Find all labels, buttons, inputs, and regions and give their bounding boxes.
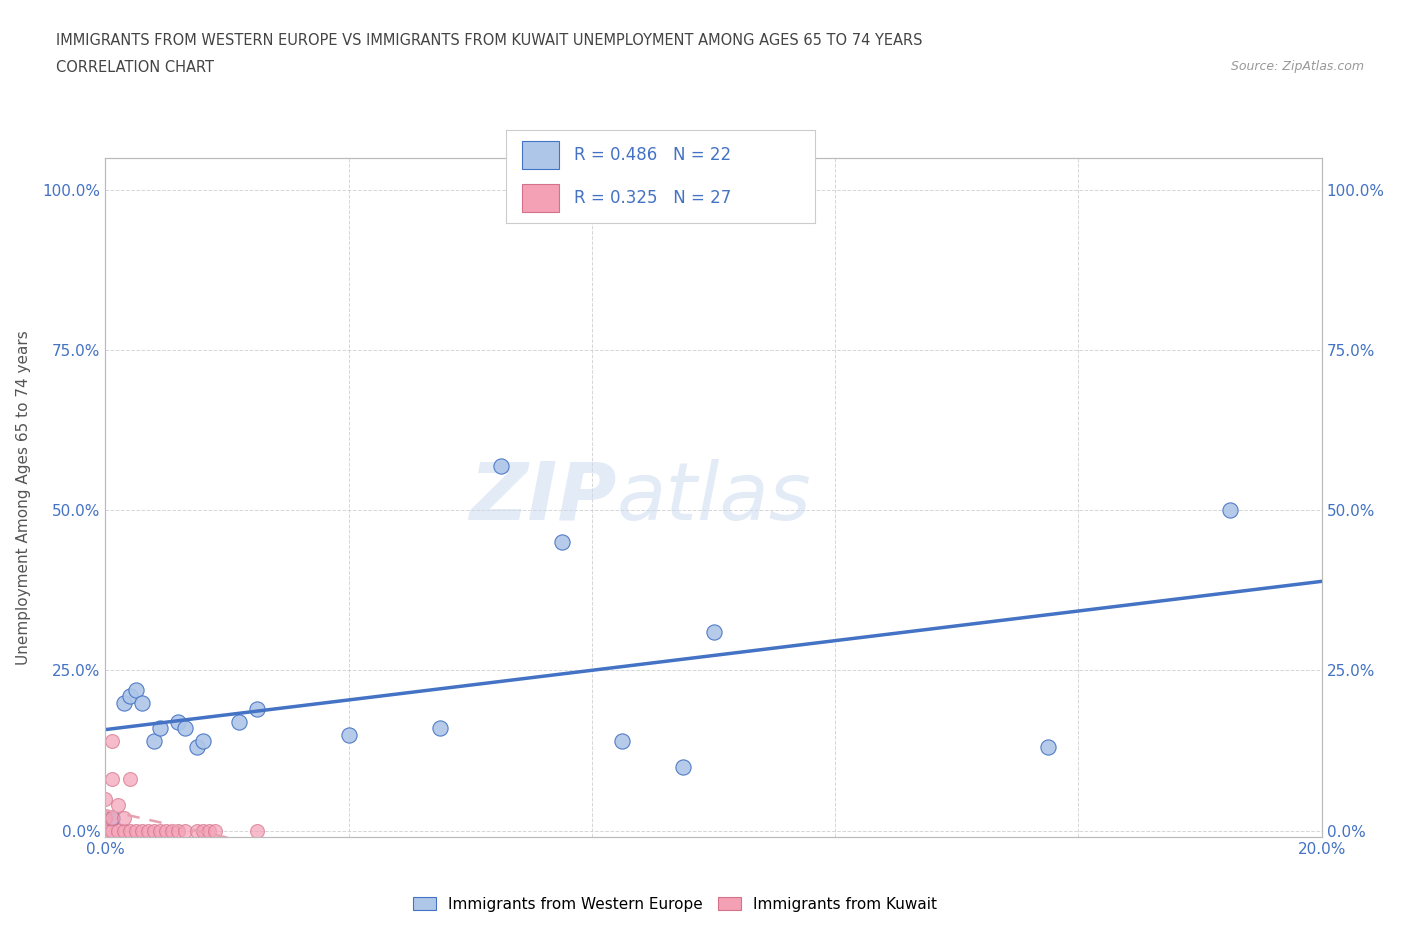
Point — [94, 823, 117, 838]
Text: Source: ZipAtlas.com: Source: ZipAtlas.com — [1230, 60, 1364, 73]
Point — [125, 823, 148, 838]
Point — [337, 727, 360, 742]
Bar — [522, 141, 558, 169]
Point — [191, 734, 214, 749]
Point — [125, 683, 148, 698]
Point — [167, 823, 190, 838]
Point — [204, 823, 226, 838]
Point — [149, 721, 172, 736]
Point — [186, 740, 208, 755]
Point — [112, 823, 135, 838]
Point — [198, 823, 221, 838]
Point — [118, 772, 141, 787]
Point — [173, 721, 195, 736]
Point — [94, 791, 117, 806]
Point — [167, 714, 190, 729]
Point — [489, 458, 512, 473]
Point — [94, 810, 117, 825]
Point — [702, 625, 725, 640]
Point — [429, 721, 451, 736]
Point — [100, 810, 122, 825]
Text: ZIP: ZIP — [468, 458, 616, 537]
Point — [1036, 740, 1059, 755]
Point — [136, 823, 159, 838]
Point — [149, 823, 172, 838]
Point — [112, 695, 135, 710]
Point — [112, 810, 135, 825]
Point — [131, 695, 153, 710]
Text: R = 0.486   N = 22: R = 0.486 N = 22 — [574, 146, 731, 165]
Point — [131, 823, 153, 838]
Point — [100, 810, 122, 825]
Point — [246, 701, 269, 716]
Point — [143, 734, 166, 749]
Point — [1219, 503, 1241, 518]
Point — [155, 823, 177, 838]
Point — [191, 823, 214, 838]
Y-axis label: Unemployment Among Ages 65 to 74 years: Unemployment Among Ages 65 to 74 years — [17, 330, 31, 665]
Point — [100, 823, 122, 838]
Point — [173, 823, 195, 838]
Point — [100, 772, 122, 787]
Point — [100, 734, 122, 749]
Point — [228, 714, 250, 729]
Point — [118, 688, 141, 703]
Bar — [522, 184, 558, 212]
Point — [612, 734, 634, 749]
Point — [550, 535, 572, 550]
Point — [107, 798, 129, 813]
Text: R = 0.325   N = 27: R = 0.325 N = 27 — [574, 189, 731, 207]
Point — [246, 823, 269, 838]
Point — [118, 823, 141, 838]
Point — [186, 823, 208, 838]
Text: IMMIGRANTS FROM WESTERN EUROPE VS IMMIGRANTS FROM KUWAIT UNEMPLOYMENT AMONG AGES: IMMIGRANTS FROM WESTERN EUROPE VS IMMIGR… — [56, 33, 922, 47]
Legend: Immigrants from Western Europe, Immigrants from Kuwait: Immigrants from Western Europe, Immigran… — [406, 890, 943, 918]
Point — [672, 759, 695, 774]
Text: CORRELATION CHART: CORRELATION CHART — [56, 60, 214, 75]
Text: atlas: atlas — [616, 458, 811, 537]
Point — [143, 823, 166, 838]
Point — [107, 823, 129, 838]
Point — [162, 823, 184, 838]
